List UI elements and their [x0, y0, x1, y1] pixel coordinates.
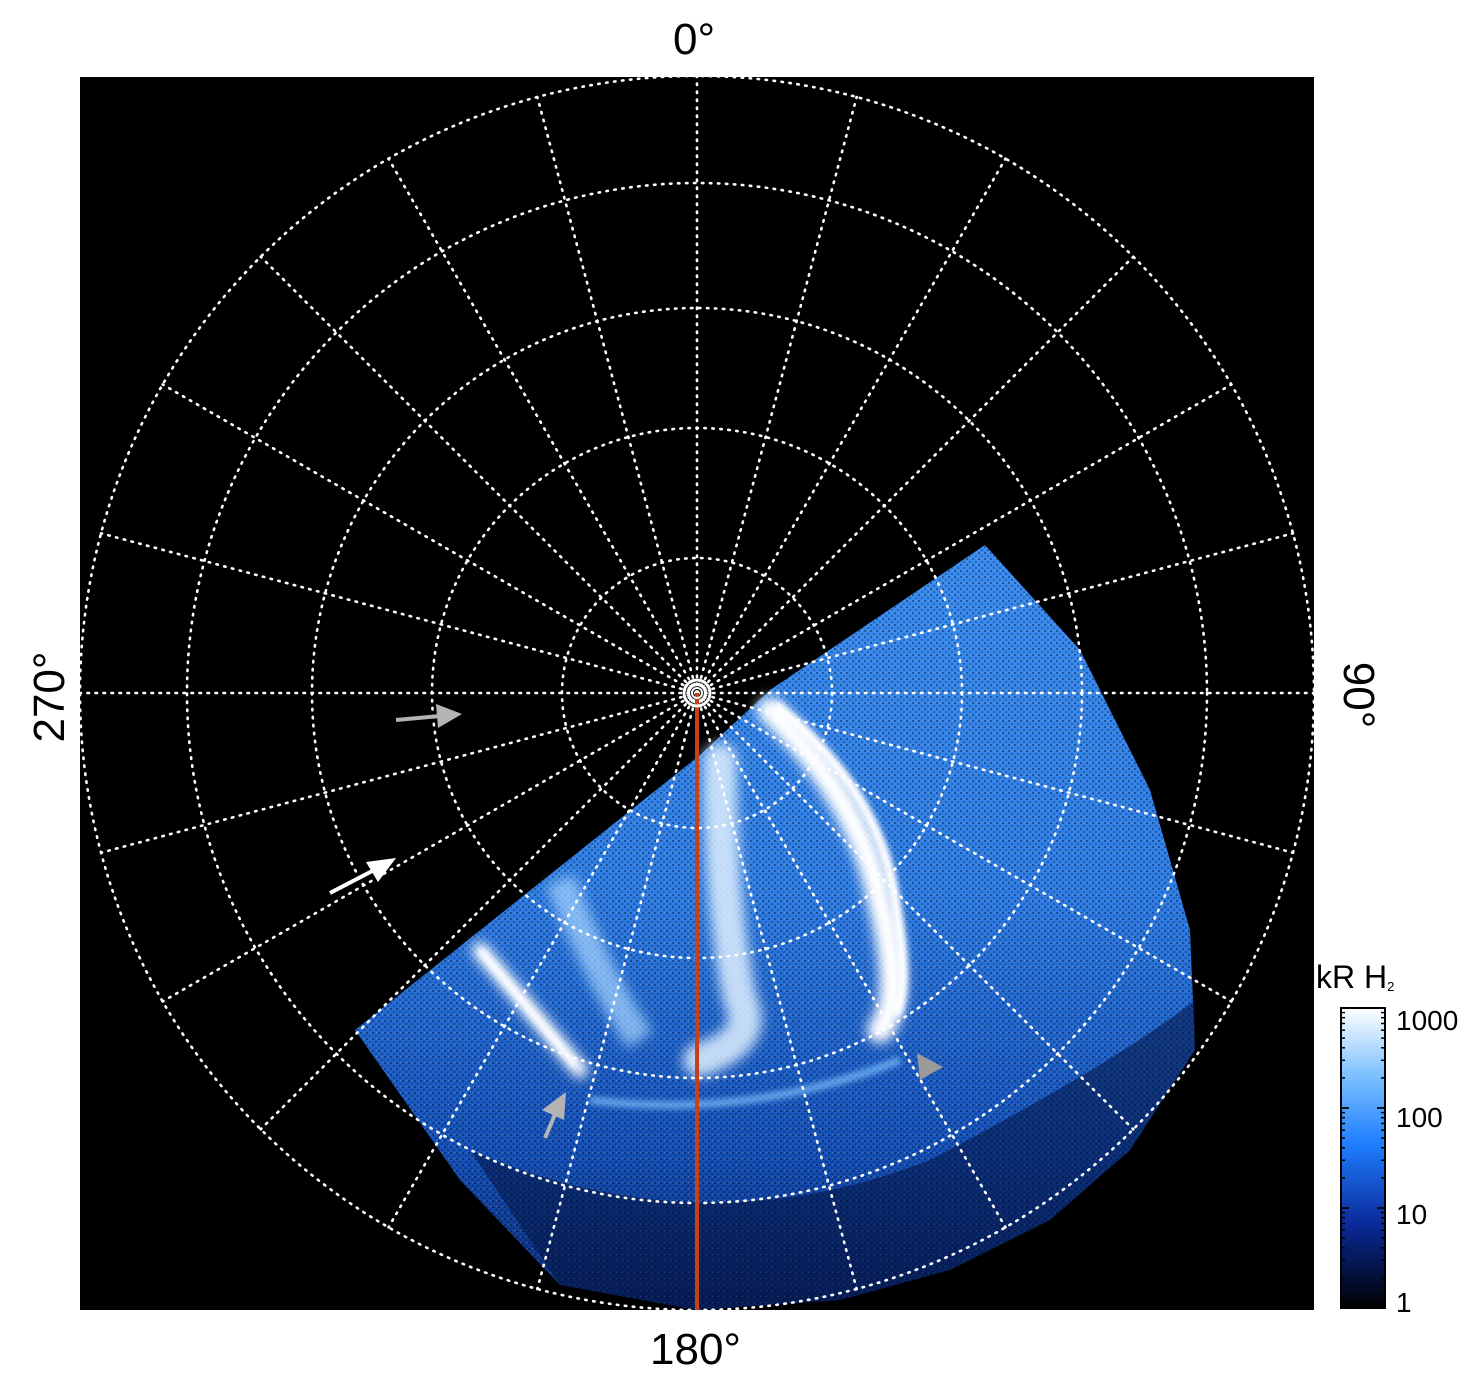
colorbar-title: kR H2: [1316, 961, 1394, 993]
longitude-label-90: 90°: [1334, 661, 1383, 729]
longitude-line: [695, 383, 1233, 695]
white-arrow: [329, 858, 396, 895]
longitude-line: [695, 532, 1295, 695]
longitude-line: [695, 691, 858, 1291]
colorbar-tick-label: 10: [1396, 1199, 1428, 1230]
longitude-line: [695, 691, 1135, 1131]
colorbar-tick-label: 1: [1396, 1287, 1412, 1318]
longitude-label-180: 180°: [650, 1325, 742, 1374]
secondary-arcs: [477, 701, 908, 1109]
longitude-line: [161, 691, 699, 1003]
longitude-line: [695, 691, 1295, 854]
longitude-line: [259, 255, 699, 695]
latitude-longitude-grid: [80, 77, 1314, 1310]
longitude-line: [99, 532, 699, 695]
gray-arrow-left: [395, 704, 462, 728]
longitude-label-270: 270°: [25, 651, 74, 743]
colorbar-tick-label: 100: [1396, 1102, 1443, 1133]
gray-arrow-bottom: [542, 1092, 566, 1139]
longitude-line: [387, 691, 699, 1229]
longitude-line: [695, 255, 1135, 695]
longitude-line: [536, 691, 699, 1291]
gray-arrowhead-right: [917, 1053, 943, 1080]
emission-noise: [355, 545, 1195, 1310]
colorbar-title-text: kR H: [1316, 959, 1388, 995]
dark-outer-band: [470, 1000, 1195, 1310]
longitude-line: [695, 157, 1007, 695]
colorbar: [1340, 1007, 1386, 1309]
pole-marker-outer: [682, 678, 712, 708]
colorbar-title-subscript: 2: [1387, 979, 1395, 994]
longitude-line: [161, 383, 699, 695]
longitude-line: [387, 157, 699, 695]
colorbar-tick-marks: [1341, 1007, 1385, 1309]
colorbar-tick-label: 1000: [1396, 1005, 1459, 1036]
pole-marker-inner: [691, 687, 703, 699]
longitude-line: [695, 95, 858, 695]
longitude-line: [695, 691, 1007, 1229]
longitude-line: [259, 691, 699, 1131]
longitude-line: [536, 95, 699, 695]
longitude-label-0: 0°: [673, 15, 716, 64]
longitude-line: [99, 691, 699, 854]
longitude-line: [695, 691, 1233, 1003]
